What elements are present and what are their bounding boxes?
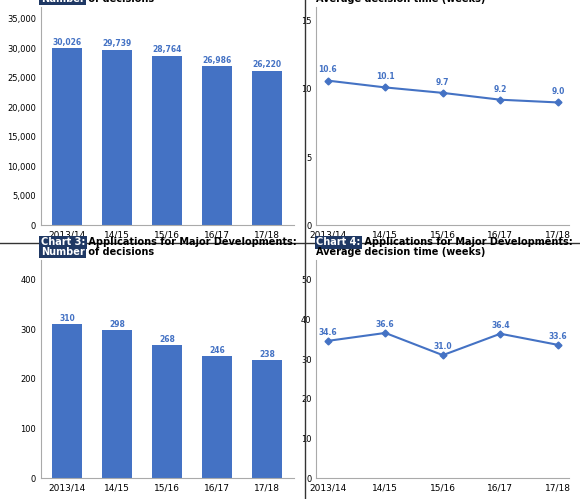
Text: Number: Number <box>41 0 85 4</box>
Text: 238: 238 <box>259 350 276 359</box>
Text: Average decision time (weeks): Average decision time (weeks) <box>316 247 485 257</box>
Text: 28,764: 28,764 <box>153 45 182 54</box>
Text: Applications for Major Developments:: Applications for Major Developments: <box>85 238 297 248</box>
Text: 9.7: 9.7 <box>436 78 450 87</box>
Text: 9.0: 9.0 <box>551 87 564 96</box>
Bar <box>102 50 132 225</box>
Text: 26,220: 26,220 <box>253 60 282 69</box>
Text: 26,986: 26,986 <box>203 55 232 64</box>
Bar <box>252 70 282 225</box>
Bar <box>102 330 132 478</box>
Text: Chart 3:: Chart 3: <box>41 238 85 248</box>
Bar <box>153 345 182 478</box>
Text: 31.0: 31.0 <box>433 342 452 351</box>
Text: 10.1: 10.1 <box>376 72 394 81</box>
Text: 29,739: 29,739 <box>103 39 132 48</box>
Text: 36.6: 36.6 <box>376 320 394 329</box>
Text: 33.6: 33.6 <box>549 332 567 341</box>
Bar <box>202 66 233 225</box>
Text: 36.4: 36.4 <box>491 321 510 330</box>
Bar <box>52 324 82 478</box>
Text: of decisions: of decisions <box>85 0 154 4</box>
Text: 30,026: 30,026 <box>53 37 82 46</box>
Bar <box>202 356 233 478</box>
Text: 34.6: 34.6 <box>318 328 337 337</box>
Text: Average decision time (weeks): Average decision time (weeks) <box>316 0 485 4</box>
Bar <box>153 55 182 225</box>
Text: 9.2: 9.2 <box>494 84 507 94</box>
Text: 246: 246 <box>209 346 225 355</box>
Text: Number: Number <box>41 247 85 257</box>
Text: Applications for Major Developments:: Applications for Major Developments: <box>361 238 572 248</box>
Text: of decisions: of decisions <box>85 247 154 257</box>
Text: 10.6: 10.6 <box>318 65 337 74</box>
Text: 310: 310 <box>59 314 75 323</box>
Text: 298: 298 <box>110 320 125 329</box>
Bar <box>52 48 82 225</box>
Text: Chart 4:: Chart 4: <box>316 238 361 248</box>
Text: 268: 268 <box>160 335 175 344</box>
Bar <box>252 360 282 478</box>
